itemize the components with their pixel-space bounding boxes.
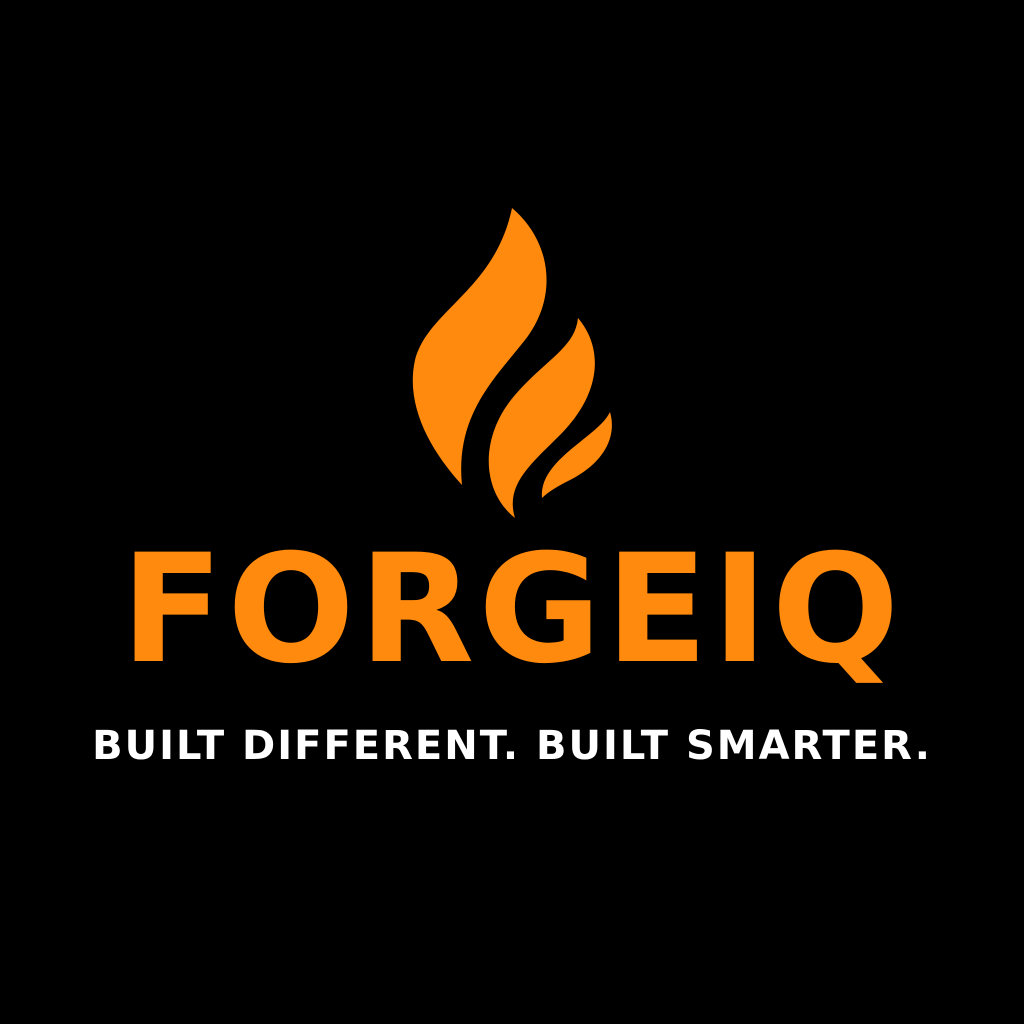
flame-icon <box>400 200 620 520</box>
flame-icon-right-tongue <box>541 412 612 498</box>
flame-icon-left-tongue <box>412 208 547 485</box>
brand-name: FORGEIQ <box>120 523 904 697</box>
flame-icon-middle-tongue <box>488 318 595 518</box>
tagline: BUILT DIFFERENT. BUILT SMARTER. <box>92 723 932 769</box>
